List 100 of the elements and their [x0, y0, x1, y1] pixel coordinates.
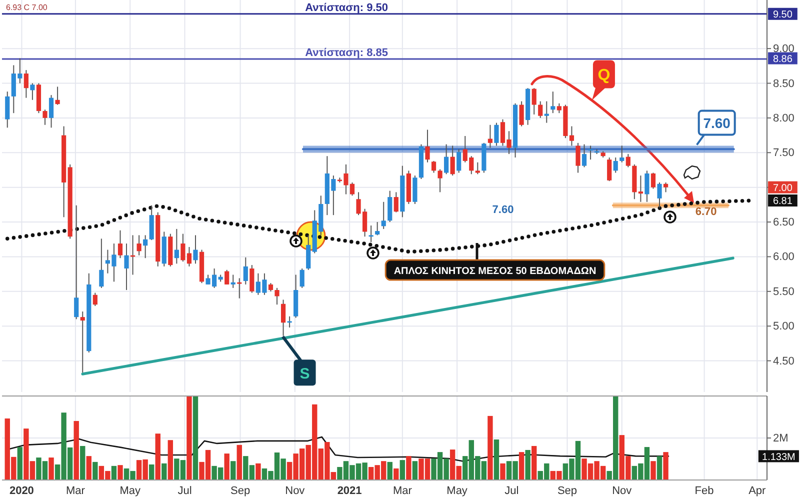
y-tick-label: 7.50	[773, 147, 794, 160]
annotation: 6.70	[695, 206, 717, 218]
candlestick	[450, 145, 455, 176]
candlestick	[180, 233, 186, 262]
y-tick-label: 6.50	[773, 216, 794, 229]
candlestick	[582, 144, 587, 168]
candlestick	[638, 175, 643, 202]
candlestick	[620, 145, 624, 163]
annotation: 1.133M	[762, 452, 796, 463]
x-tick-label: Nov	[612, 485, 632, 497]
candlestick	[5, 91, 10, 128]
bar	[500, 463, 506, 480]
bar	[162, 463, 167, 480]
candlestick	[538, 100, 543, 118]
candlestick	[519, 100, 524, 127]
candlestick	[544, 100, 549, 124]
x-tick-label: Jul	[504, 485, 519, 497]
bar	[92, 462, 98, 480]
x-tick-label: 2021	[337, 485, 362, 497]
candlestick	[532, 88, 536, 115]
y-tick-label: 6.00	[773, 251, 794, 264]
x-tick-label: Nov	[285, 485, 306, 497]
candlestick	[250, 264, 254, 294]
candlestick	[55, 86, 60, 106]
candlestick	[143, 234, 148, 259]
candlestick	[550, 91, 556, 114]
candlestick	[494, 122, 499, 146]
candlestick	[644, 170, 650, 202]
x-tick-label: Mar	[392, 485, 412, 497]
bar	[525, 450, 530, 480]
bar	[186, 396, 192, 480]
annotation: S	[300, 366, 310, 383]
ref-line-label: Αντίσταση: 9.50	[305, 2, 388, 14]
candlestick	[99, 238, 104, 288]
candlestick	[174, 228, 179, 264]
candlestick	[230, 274, 236, 288]
bar	[400, 460, 406, 480]
candlestick	[118, 230, 123, 259]
candlestick	[24, 70, 28, 98]
candlestick	[425, 129, 430, 163]
bar	[74, 420, 79, 480]
annotation: 6.93 C 7.00	[6, 3, 48, 12]
candlestick	[193, 234, 198, 264]
candlestick	[626, 154, 630, 168]
bar	[155, 434, 160, 480]
x-tick-label: Feb	[694, 485, 714, 497]
bar	[412, 461, 418, 480]
ref-line-label: Αντίσταση: 8.85	[305, 46, 388, 59]
candlestick	[456, 148, 462, 174]
candlestick	[237, 278, 242, 299]
candlestick	[136, 234, 142, 256]
candlestick	[124, 243, 129, 291]
text: 7.00	[772, 182, 793, 194]
x-tick-label: Jul	[178, 485, 192, 497]
candlestick	[80, 311, 85, 374]
bar	[406, 456, 412, 480]
candlestick	[650, 172, 656, 190]
candlestick	[657, 182, 662, 208]
y-tick-label: 9.00	[773, 43, 794, 56]
candlestick	[224, 269, 230, 285]
y-tick-label: 8.50	[773, 78, 794, 90]
candlestick	[576, 142, 580, 174]
annotation: 7.60	[703, 114, 731, 131]
bar	[518, 452, 524, 480]
y-tick-label: 8.00	[773, 112, 794, 124]
candlestick	[368, 224, 374, 243]
candlestick	[444, 144, 449, 175]
text: 6.81	[772, 196, 793, 208]
candlestick	[381, 201, 386, 230]
candlestick	[243, 256, 248, 285]
candlestick	[394, 192, 398, 213]
bar	[494, 439, 500, 480]
annotation: 7.60	[492, 204, 514, 216]
candlestick	[280, 299, 286, 336]
bar	[168, 440, 174, 480]
candlestick	[274, 287, 280, 306]
bar	[118, 465, 123, 480]
x-tick-label: May	[120, 485, 141, 497]
bar	[224, 454, 230, 480]
bar	[230, 461, 236, 480]
bar	[111, 466, 117, 480]
bar	[192, 396, 198, 480]
candlestick	[588, 145, 593, 160]
candlestick	[306, 234, 311, 270]
candlestick	[30, 82, 35, 100]
y-tick-label: 4.50	[773, 355, 794, 368]
annotation: ΑΠΛΟΣ ΚΙΝΗΤΟΣ ΜΕΣΟΣ 50 ΕΒΔΟΜΑΔΩΝ	[394, 266, 596, 277]
candlestick	[475, 162, 480, 175]
bar	[148, 464, 154, 480]
candlestick	[186, 246, 192, 267]
candlestick	[375, 222, 380, 236]
x-tick-label: Sep	[557, 485, 578, 497]
bar	[17, 447, 23, 480]
bar	[663, 452, 668, 480]
bar	[488, 416, 493, 480]
bar	[394, 468, 399, 480]
candlestick	[300, 268, 304, 288]
bar	[650, 461, 656, 480]
candlestick	[438, 168, 442, 193]
bar	[236, 444, 242, 480]
